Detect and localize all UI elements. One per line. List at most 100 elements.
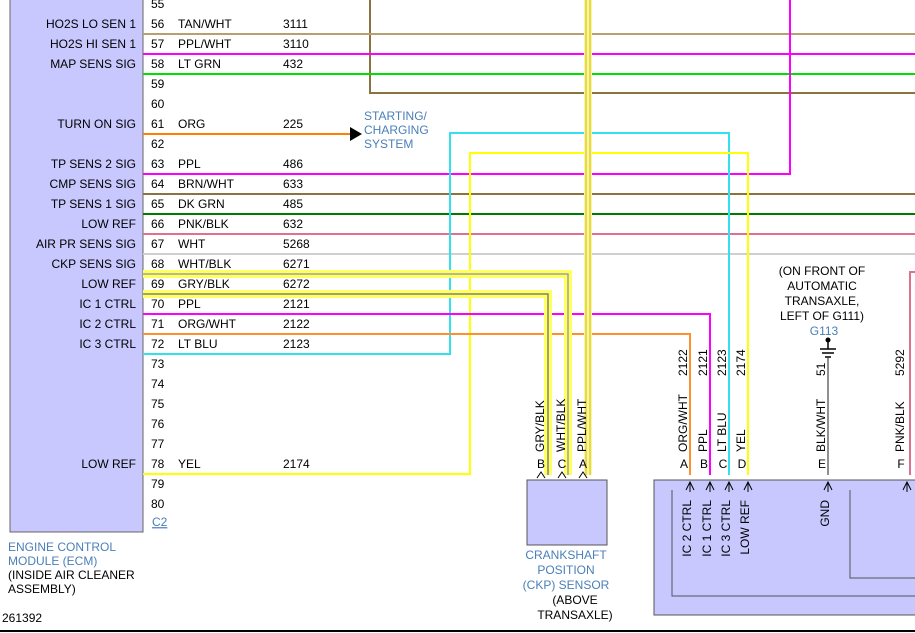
ckp-name: CRANKSHAFT [525,548,607,562]
pin-number: 61 [151,117,165,131]
wire [585,0,591,475]
ground-note: AUTOMATIC [787,279,857,293]
pin-arrow [578,471,588,479]
pin-arrow [743,480,753,492]
pin-arrow [902,480,912,492]
pin-number: 73 [151,357,165,371]
wire-color: TAN/WHT [178,17,232,31]
pin-number: 59 [151,77,165,91]
ckp-name: POSITION [537,563,594,577]
wire [143,333,691,475]
connector-link: C2 [152,515,168,529]
pin-number: 62 [151,137,165,151]
pin-number: 76 [151,417,165,431]
signal-label: CMP SENS SIG [50,177,136,191]
starting-system: SYSTEM [364,137,413,151]
pin-letter: C [719,457,728,471]
circuit-number: 2122 [283,317,310,331]
pin-signal: LOW REF [738,500,752,555]
signal-label: TP SENS 1 SIG [51,197,136,211]
circuit-number: 633 [283,177,303,191]
circuit-number: 225 [283,117,303,131]
pin-number: 56 [151,17,165,31]
pin-number: 58 [151,57,165,71]
signal-label: HO2S HI SEN 1 [50,37,136,51]
ground-note: (ON FRONT OF [779,264,865,278]
circuit-number: 6272 [283,277,310,291]
ground-note: LEFT OF G111) [780,309,864,323]
pin-letter: D [738,457,747,471]
pin-letter: A [680,457,688,471]
circuit-number: 5268 [283,237,310,251]
wire [143,313,711,475]
wire-color: ORG/WHT [676,393,690,452]
pin-number: 65 [151,197,165,211]
pin-number: 77 [151,437,165,451]
wire-color: WHT/BLK [554,399,568,452]
pin-number: 64 [151,177,165,191]
pin-signal: GND [818,500,832,527]
ground-note: TRANSAXLE, [785,294,860,308]
ecm-name: ENGINE CONTROL [8,540,116,554]
circuit-number: 486 [283,157,303,171]
pin-number: 79 [151,477,165,491]
pin-arrow [536,471,546,479]
pin-arrow [705,480,715,492]
pin-number: 75 [151,397,165,411]
pin-number: 72 [151,337,165,351]
ckp-location: (ABOVE [552,593,597,607]
ground-symbol [820,340,836,358]
circuit-number: 2174 [283,457,310,471]
circuit-number: 632 [283,217,303,231]
pin-letter: E [818,457,826,471]
pin-number: 71 [151,317,165,331]
pin-number: 57 [151,37,165,51]
module-box [653,479,915,616]
wire-color: PPL [178,157,201,171]
pin-number: 74 [151,377,165,391]
pin-number: 80 [151,497,165,511]
module-inner [671,490,915,597]
ecm-name: MODULE (ECM) [8,554,97,568]
pin-number: 78 [151,457,165,471]
wire-color: GRY/BLK [533,400,547,452]
wire [143,273,569,475]
wire-color: DK GRN [178,197,225,211]
circuit-number: 5292 [893,349,907,376]
circuit-number: 3110 [283,37,309,51]
pin-number: 70 [151,297,165,311]
signal-label: TURN ON SIG [57,117,136,131]
signal-label: LOW REF [81,277,136,291]
circuit-number: 2123 [283,337,310,351]
circuit-number: 485 [283,197,303,211]
ckp-name: (CKP) SENSOR [523,578,610,592]
wire [909,271,915,475]
pin-number: 55 [151,0,165,11]
wire-color: ORG [178,117,205,131]
wire-color: YEL [178,457,201,471]
signal-label: TP SENS 2 SIG [51,157,136,171]
starting-system: STARTING/ [364,109,428,123]
circuit-number: 2122 [676,349,690,376]
wire [143,293,549,475]
wires [143,0,915,475]
circuit-number: 2121 [696,349,710,376]
wire-color: WHT/BLK [178,257,231,271]
wire-color: PPL [178,297,201,311]
pin-signal: IC 1 CTRL [700,500,714,557]
pin-letter: B [537,457,545,471]
wire-color: WHT [178,237,206,251]
pin-letter: B [700,457,708,471]
signal-label: CKP SENS SIG [52,257,136,271]
ckp-sensor-box [526,479,608,546]
pin-letter: C [558,457,567,471]
wire [143,0,791,175]
signal-label: MAP SENS SIG [50,57,136,71]
wire [143,132,730,475]
pin-arrow [724,480,734,492]
ecm-box [9,0,144,533]
ground-dot [825,337,831,343]
circuit-number: 2123 [715,349,729,376]
arrow [350,127,362,141]
wire-color: PNK/BLK [178,217,229,231]
